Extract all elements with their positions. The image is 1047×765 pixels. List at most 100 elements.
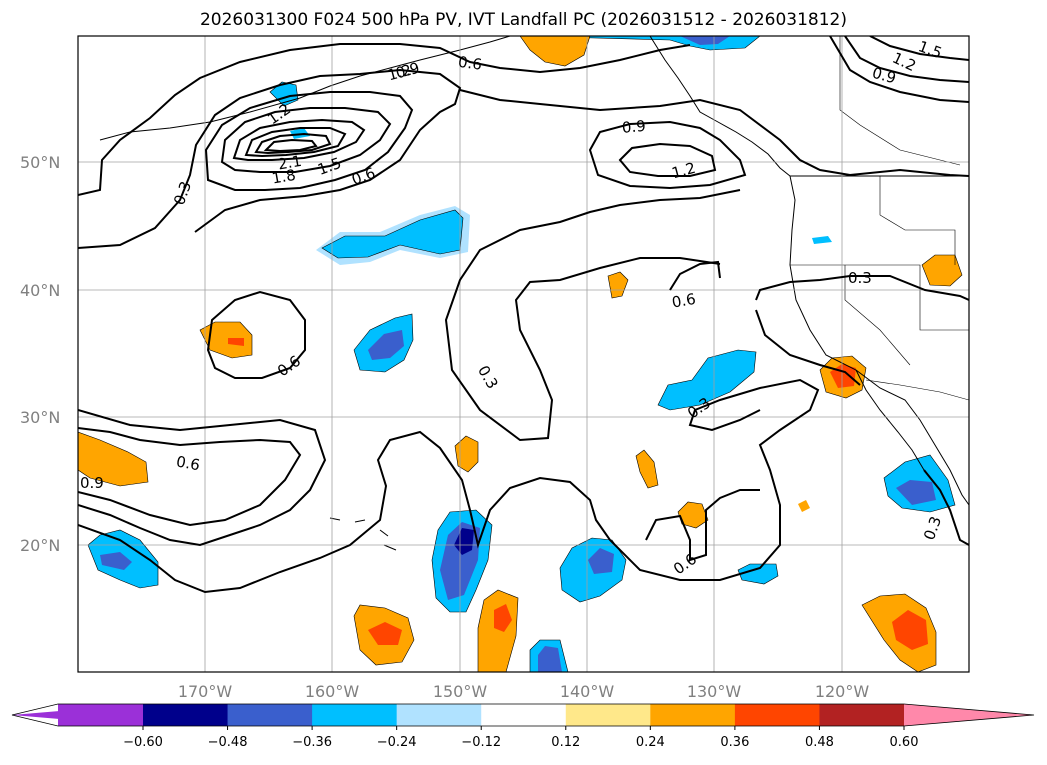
latitude-labels: 50°N 40°N 30°N 20°N — [20, 153, 60, 555]
colorbar-segment — [143, 704, 229, 726]
contour-1.5-ne — [869, 36, 969, 61]
colorbar-segment — [819, 704, 905, 726]
negative-anomaly-bottom-core — [538, 646, 562, 672]
positive-anomaly-40n — [607, 271, 629, 299]
colorbar-outline — [11, 703, 1035, 727]
lon-label-150w: 150°W — [433, 682, 488, 701]
contour-0.9-east — [588, 120, 747, 190]
map-frame — [77, 35, 970, 673]
lon-label-120w: 120°W — [815, 682, 870, 701]
lat-label-20n: 20°N — [20, 536, 60, 555]
contour-label: 2.1 — [276, 152, 303, 174]
colorbar-tick-label: 0.24 — [636, 735, 665, 750]
colorbar-tick-label: 0.60 — [890, 735, 919, 750]
colorbar-tick-label: −0.48 — [208, 735, 248, 750]
contour-label: 0.9 — [870, 64, 898, 88]
contour-label: 0.3 — [848, 269, 872, 287]
contour-1.2-ne — [844, 36, 969, 83]
lon-label-160w: 160°W — [305, 682, 360, 701]
positive-anomaly-small-1 — [454, 435, 479, 473]
positive-anomaly-nevada — [921, 254, 963, 287]
colorbar-segment — [650, 704, 736, 726]
contour-0.6-north — [204, 91, 414, 191]
state-border-3 — [879, 176, 956, 265]
positive-anomaly-small-4 — [798, 500, 810, 512]
colorbar-tick-label: 0.12 — [551, 735, 580, 750]
colorbar-tick-label: −0.60 — [123, 735, 163, 750]
colorbar-tick-label: −0.12 — [461, 735, 501, 750]
colorbar-segment — [565, 704, 651, 726]
map-title: 2026031300 F024 500 hPa PV, IVT Landfall… — [199, 10, 847, 30]
state-border-1 — [790, 264, 969, 331]
colorbar-segment — [312, 704, 398, 726]
alaska-canada-border — [839, 36, 961, 166]
contour-2.1-loop — [263, 138, 318, 153]
hawaii-islands — [329, 517, 397, 551]
graticule — [78, 36, 969, 672]
lon-label-140w: 140°W — [560, 682, 615, 701]
colorbar-segment — [396, 704, 482, 726]
pv-contours — [78, 36, 969, 594]
contour-0.6-south — [78, 409, 327, 547]
positive-anomaly-small-2 — [635, 449, 659, 489]
positive-anomaly-gulf-alaska — [519, 36, 591, 67]
colorbar-tick-label: 0.48 — [805, 735, 834, 750]
contour-label: 1.8 — [270, 166, 297, 188]
contour-0.6-mid — [206, 290, 306, 379]
contour-1.5-loop — [244, 127, 347, 158]
contour-0.9-ne — [829, 36, 969, 103]
colorbar-arrow-right — [904, 704, 1034, 726]
contour-label: 0.6 — [457, 53, 483, 74]
negative-anomaly-mexico-core — [896, 480, 936, 505]
negative-anomaly-core — [680, 36, 730, 45]
contour-0.3-south — [78, 378, 820, 594]
contour-label: 1.2 — [670, 159, 698, 183]
contour-label: 0.6 — [670, 290, 697, 312]
contour-0.3-east — [444, 189, 741, 442]
contour-0.9-south — [78, 427, 302, 527]
contour-1.2-loop — [232, 118, 366, 161]
alaska-panhandle-coast — [649, 36, 791, 177]
negative-anomaly-aleutian — [269, 81, 299, 107]
contour-label: 0.6 — [175, 452, 202, 474]
lon-label-130w: 130°W — [687, 682, 742, 701]
contour-0.3-mexico — [923, 469, 969, 546]
positive-anomaly-small-3 — [677, 501, 709, 529]
negative-anomaly-mid-core — [368, 330, 404, 360]
positive-anomaly-west — [199, 321, 253, 359]
colorbar-segment — [734, 704, 820, 726]
colorbar-tick-label: −0.24 — [377, 735, 417, 750]
contour-0.6-east — [459, 89, 969, 177]
state-border-2 — [844, 265, 911, 366]
longitude-labels: 170°W 160°W 150°W 140°W 130°W 120°W — [178, 682, 870, 701]
lon-label-170w: 170°W — [178, 682, 233, 701]
contour-0.6-se — [645, 489, 760, 562]
lat-label-50n: 50°N — [20, 153, 60, 172]
map-background — [78, 36, 969, 672]
contour-0.3-north-loop — [78, 68, 462, 249]
positive-anomaly-bottom-2-core — [494, 604, 512, 632]
contour-label: 0.9 — [621, 117, 646, 137]
baja-coast — [855, 369, 925, 471]
positive-anomaly-west-core — [228, 338, 244, 346]
contour-0.9-loop — [220, 107, 392, 173]
positive-anomaly-sw-edge — [78, 431, 149, 487]
colorbar-segment — [227, 704, 313, 726]
negative-anomaly-oregon — [812, 236, 832, 244]
colorbar-tick-label: −0.36 — [292, 735, 332, 750]
contour-1.2-east — [618, 142, 717, 177]
lat-label-30n: 30°N — [20, 408, 60, 427]
contour-0.3-ca — [755, 275, 969, 301]
negative-anomaly-south-core — [588, 548, 614, 574]
lat-label-40n: 40°N — [20, 281, 60, 300]
contour-1.8-loop — [254, 132, 332, 155]
negative-anomaly-hawaii-max — [454, 528, 474, 555]
contour-label: 1.2 — [386, 61, 414, 85]
mexico-border — [865, 379, 969, 401]
contour-0.6-ca — [669, 260, 721, 291]
negative-anomaly-east — [657, 349, 757, 411]
positive-anomaly-mexico-s-core — [892, 610, 928, 650]
negative-anomaly-band-core — [321, 209, 464, 259]
negative-anomaly-sw-core — [100, 552, 132, 570]
